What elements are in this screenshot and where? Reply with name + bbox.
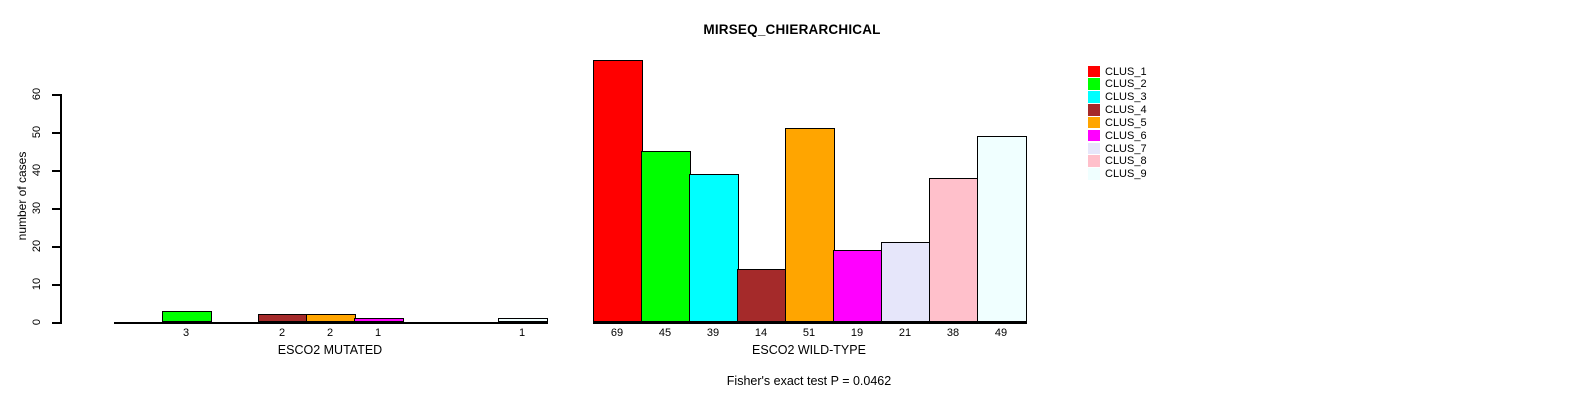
bar-clus_2 [162,311,212,322]
bar-value-label: 3 [182,327,190,339]
y-axis-tick [52,132,60,134]
bar-clus_1 [593,60,643,322]
bar-clus_3 [689,174,739,322]
bar-value-label: 49 [994,327,1008,339]
legend-label-clus_3: CLUS_3 [1105,91,1147,104]
y-axis-tick [52,322,60,324]
bar-clus_6 [354,318,404,322]
y-axis-tick [52,94,60,96]
bar-clus_9 [498,318,548,322]
chart-title: MIRSEQ_CHIERARCHICAL [703,22,881,37]
bar-value-label: 14 [754,327,768,339]
x-axis-baseline [593,322,1027,324]
y-axis-tick [52,284,60,286]
y-axis-line [60,94,62,324]
bar-value-label: 2 [326,327,334,339]
legend-label-clus_8: CLUS_8 [1105,155,1147,168]
bar-value-label: 69 [610,327,624,339]
bar-clus_5 [785,128,835,322]
y-axis-tick [52,246,60,248]
bar-value-label: 51 [802,327,816,339]
legend-swatch-clus_7 [1088,142,1100,155]
legend-swatch-clus_9 [1088,168,1100,180]
group-label-esco2-mutated: ESCO2 MUTATED [277,343,383,357]
y-axis-tick [52,208,60,210]
legend-label-clus_5: CLUS_5 [1105,116,1147,129]
legend-label-clus_6: CLUS_6 [1105,129,1147,142]
bar-clus_9 [977,136,1027,322]
bar-value-label: 19 [850,327,864,339]
bar-clus_6 [833,250,883,322]
legend-swatch-clus_8 [1088,155,1100,167]
bar-clus_8 [929,178,979,322]
fisher-test-annotation: Fisher's exact test P = 0.0462 [726,374,892,388]
bar-value-label: 1 [518,327,526,339]
legend-label-clus_9: CLUS_9 [1105,168,1147,181]
x-axis-baseline [114,322,548,324]
legend-swatch-clus_1 [1088,65,1100,77]
legend-swatch-clus_3 [1088,91,1100,103]
bar-value-label: 38 [946,327,960,339]
bar-value-label: 45 [658,327,672,339]
legend-label-clus_4: CLUS_4 [1105,104,1147,117]
bar-clus_7 [881,242,931,322]
legend-swatch-clus_5 [1088,116,1100,129]
legend-label-clus_2: CLUS_2 [1105,78,1147,91]
legend-swatch-clus_6 [1088,129,1100,142]
legend-label-clus_1: CLUS_1 [1105,65,1147,78]
group-label-esco2-wild-type: ESCO2 WILD-TYPE [752,343,866,357]
y-axis-tick [52,170,60,172]
bar-value-label: 21 [898,327,912,339]
bar-value-label: 39 [706,327,720,339]
legend-label-clus_7: CLUS_7 [1105,142,1147,155]
legend-swatch-clus_2 [1088,78,1100,90]
legend-swatch-clus_4 [1088,104,1100,116]
bar-value-label: 1 [374,327,382,339]
bar-value-label: 2 [278,327,286,339]
